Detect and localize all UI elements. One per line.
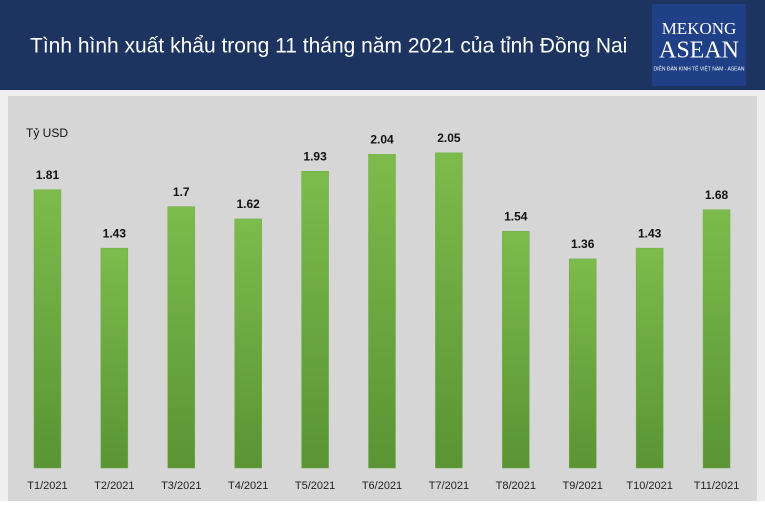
bar [635, 247, 664, 469]
x-tick-label: T9/2021 [563, 480, 603, 492]
x-tick-label: T2/2021 [94, 480, 134, 492]
bar [502, 230, 530, 469]
value-label: 2.05 [437, 131, 461, 145]
bar [167, 206, 196, 469]
value-label: 1.81 [36, 168, 60, 182]
bar [368, 154, 396, 469]
x-tick-label: T4/2021 [228, 480, 268, 492]
bar [435, 152, 463, 469]
chart-title: Tình hình xuất khẩu trong 11 tháng năm 2… [30, 35, 627, 58]
value-label: 1.62 [237, 197, 261, 211]
x-tick-label: T7/2021 [429, 480, 469, 492]
x-tick-label: T3/2021 [161, 480, 201, 492]
value-label: 1.43 [638, 226, 662, 240]
bar [568, 258, 597, 469]
x-tick-label: T1/2021 [27, 480, 67, 492]
bar [234, 218, 262, 469]
value-label: 1.93 [303, 149, 327, 163]
logo-tagline: DIỄN ĐÀN KINH TẾ VIỆT NAM - ASEAN [654, 64, 745, 72]
bar [100, 247, 129, 469]
x-tick-label: T11/2021 [694, 480, 740, 492]
value-label: 1.43 [103, 226, 127, 240]
value-label: 2.04 [370, 133, 394, 147]
value-label: 1.68 [705, 188, 729, 202]
value-label: 1.36 [571, 237, 595, 251]
value-label: 1.54 [504, 209, 528, 223]
y-axis-label: Tỷ USD [26, 126, 68, 140]
value-label: 1.7 [173, 185, 190, 199]
bar [702, 209, 731, 469]
x-tick-label: T6/2021 [362, 480, 402, 492]
bar [301, 171, 329, 469]
logo-line2: ASEAN [659, 38, 739, 64]
logo-box [652, 4, 746, 86]
x-tick-label: T8/2021 [496, 480, 536, 492]
bar [33, 189, 62, 469]
x-tick-label: T5/2021 [295, 480, 335, 492]
x-tick-label: T10/2021 [626, 480, 672, 492]
logo-line1: MEKONG [662, 19, 737, 38]
header [0, 0, 765, 90]
